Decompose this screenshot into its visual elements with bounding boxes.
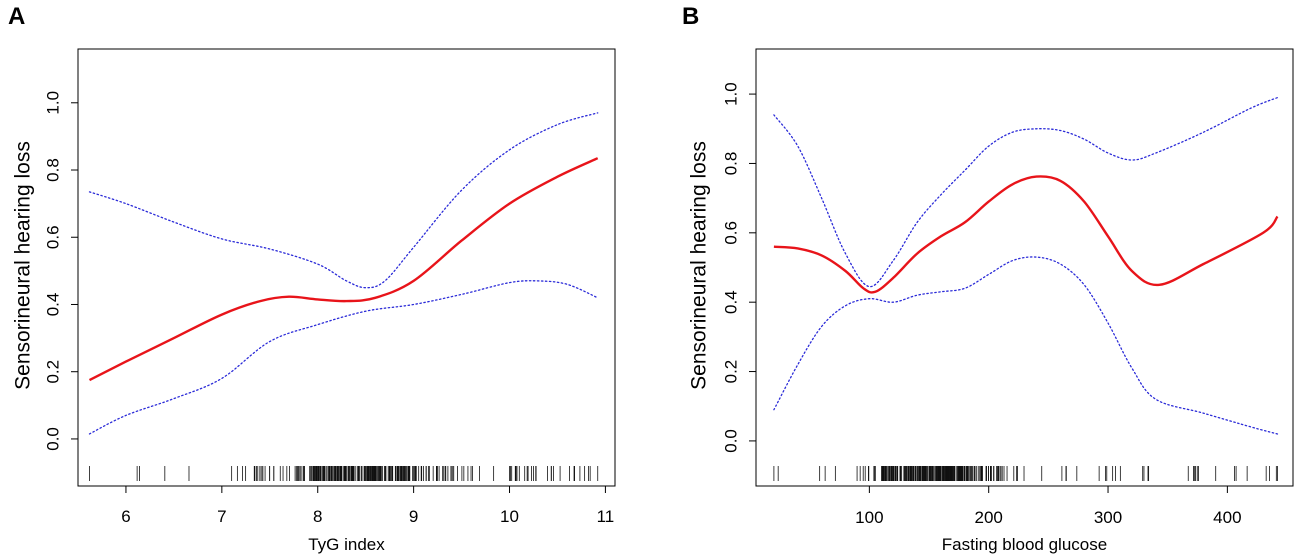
y-tick-label: 0.0 — [721, 429, 740, 453]
x-axis-title: TyG index — [308, 535, 385, 554]
chart-panel-a: A 6 7 8 9 10 11 0.0 0.2 0.4 0.6 0.8 1.0 TyG index Sens… — [8, 3, 616, 554]
lower-ci-curve — [88, 280, 599, 435]
y-tick-label: 0.2 — [721, 360, 740, 384]
y-tick-label: 0.8 — [721, 152, 740, 176]
plot-frame — [77, 48, 616, 487]
upper-ci-curve — [773, 96, 1279, 288]
x-tick-label: 400 — [1213, 508, 1241, 527]
panel-label: A — [8, 3, 25, 30]
plot-frame — [755, 48, 1294, 487]
x-tick-label: 100 — [855, 508, 883, 527]
x-tick-label: 6 — [121, 507, 130, 526]
y-tick-label: 1.0 — [721, 82, 740, 106]
y-axis-title: Sensorineural hearing loss — [688, 141, 711, 390]
y-tick-label: 0.4 — [721, 290, 740, 314]
y-tick-label: 0.2 — [43, 360, 62, 384]
rug-marks — [89, 466, 599, 481]
y-tick-label: 0.8 — [43, 158, 62, 182]
x-tick-label: 11 — [597, 507, 615, 526]
panel-label: B — [682, 3, 699, 30]
y-tick-label: 0.6 — [721, 221, 740, 245]
y-tick-label: 1.0 — [43, 91, 62, 115]
x-tick-label: 8 — [313, 507, 322, 526]
upper-ci-curve — [88, 112, 599, 289]
x-tick-label: 9 — [409, 507, 418, 526]
x-tick-label: 10 — [500, 507, 519, 526]
rug-marks — [773, 466, 1278, 481]
chart-panel-b: B 100 200 300 400 0.0 0.2 0.4 0.6 0.8 1.0 Fasting b… — [682, 3, 1294, 554]
estimate-curve — [773, 175, 1279, 294]
y-tick-label: 0.6 — [43, 225, 62, 249]
x-axis-title: Fasting blood glucose — [942, 535, 1107, 554]
x-tick-label: 200 — [975, 508, 1003, 527]
estimate-curve — [88, 157, 599, 382]
x-tick-label: 7 — [217, 507, 226, 526]
y-tick-label: 0.0 — [43, 427, 62, 451]
x-tick-label: 300 — [1094, 508, 1122, 527]
y-axis-title: Sensorineural hearing loss — [12, 141, 35, 390]
lower-ci-curve — [773, 256, 1279, 435]
y-tick-label: 0.4 — [43, 293, 62, 317]
